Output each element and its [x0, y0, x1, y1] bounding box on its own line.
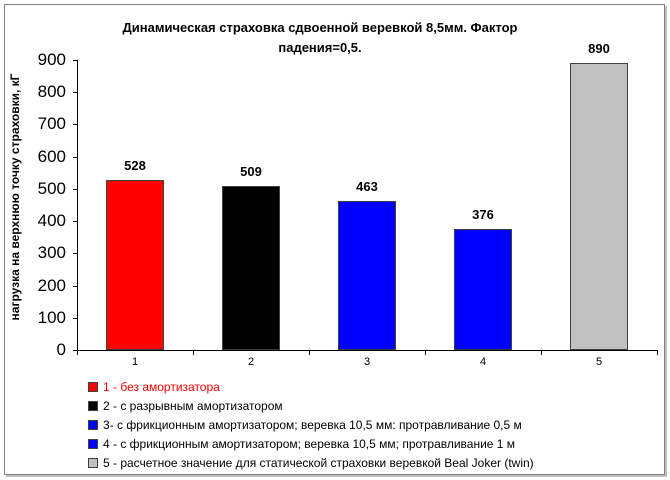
bar-value-label: 890: [588, 41, 610, 56]
legend-swatch-icon: [88, 381, 98, 392]
bar-2: [222, 186, 280, 350]
legend: 1 - без амортизатора 2 - с разрывным амор…: [88, 377, 534, 472]
y-tick-mark: [73, 221, 77, 223]
y-tick-label: 300: [37, 243, 66, 263]
bar-value-label: 509: [240, 164, 262, 179]
legend-item: 3- с фрикционным амортизатором; веревка …: [88, 415, 534, 434]
legend-item: 2 - с разрывным амортизатором: [88, 396, 534, 415]
x-tick-label: 1: [131, 356, 139, 368]
legend-label: 2 - с разрывным амортизатором: [103, 398, 283, 413]
legend-label: 4 - с фрикционным амортизатором; веревка…: [103, 436, 516, 451]
legend-swatch-icon: [88, 419, 98, 430]
bar-3: [338, 201, 396, 350]
legend-swatch-icon: [88, 400, 98, 411]
y-tick-label: 0: [56, 340, 66, 359]
legend-swatch-icon: [88, 438, 98, 449]
y-tick-label: 700: [37, 114, 66, 134]
y-tick-label: 600: [37, 146, 66, 166]
bar-value-label: 376: [472, 207, 494, 222]
y-tick-label: 100: [37, 307, 66, 327]
bar-1: [106, 180, 164, 350]
bar-value-label: 463: [356, 179, 378, 194]
y-tick-mark: [73, 156, 77, 158]
y-axis: [77, 60, 78, 351]
legend-item: 5 - расчетное значение для статической с…: [88, 453, 534, 472]
y-tick-mark: [73, 92, 77, 94]
x-tick-label: 4: [479, 356, 487, 368]
chart-title-line-2: падения=0,5.: [278, 40, 362, 55]
x-tick-mark: [657, 350, 658, 355]
y-tick-label: 500: [37, 178, 66, 198]
legend-item: 4 - с фрикционным амортизатором; веревка…: [88, 434, 534, 453]
y-tick-mark: [73, 317, 77, 319]
legend-label: 1 - без амортизатора: [103, 379, 220, 394]
y-tick-label: 900: [37, 50, 66, 69]
y-tick-mark: [73, 188, 77, 190]
x-axis: [77, 350, 657, 351]
y-tick-label: 800: [37, 82, 66, 102]
y-tick-mark: [73, 285, 77, 287]
x-tick-mark: [541, 350, 542, 355]
x-tick-mark: [193, 350, 194, 355]
legend-label: 3- с фрикционным амортизатором; веревка …: [103, 417, 522, 432]
x-tick-label: 3: [363, 356, 371, 368]
chart-title: Динамическая страховка сдвоенной веревко…: [80, 18, 560, 58]
legend-label: 5 - расчетное значение для статической с…: [103, 455, 534, 470]
x-tick-label: 2: [247, 356, 255, 368]
legend-item: 1 - без амортизатора: [88, 377, 534, 396]
x-tick-mark: [425, 350, 426, 355]
y-tick-mark: [73, 350, 77, 351]
bar-value-label: 528: [124, 158, 146, 173]
legend-swatch-icon: [88, 457, 98, 468]
y-tick-mark: [73, 60, 77, 61]
x-tick-mark: [77, 350, 78, 355]
y-tick-mark: [73, 253, 77, 255]
x-tick-label: 5: [595, 356, 603, 368]
chart-title-line-1: Динамическая страховка сдвоенной веревко…: [122, 20, 518, 35]
y-tick-mark: [73, 124, 77, 126]
x-tick-mark: [309, 350, 310, 355]
y-tick-label: 400: [37, 211, 66, 231]
bar-5: [570, 63, 628, 350]
bar-4: [454, 229, 512, 350]
y-tick-label: 200: [37, 275, 66, 295]
